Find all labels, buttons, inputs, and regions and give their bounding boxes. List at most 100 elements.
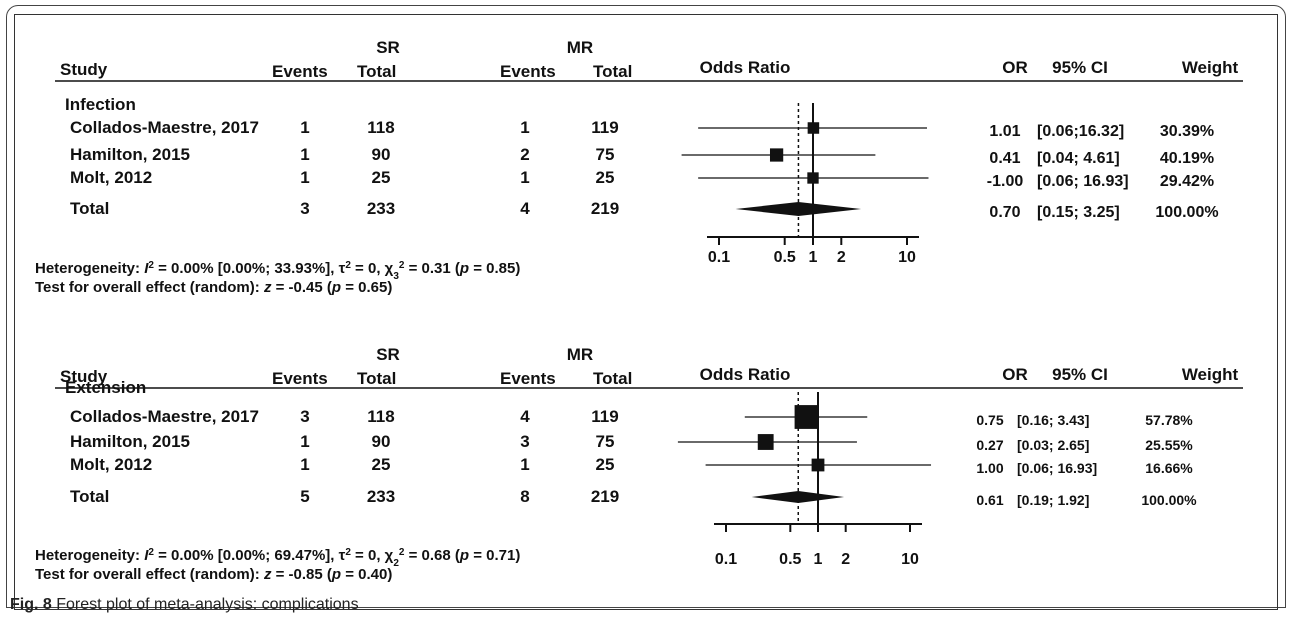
panel1-header-mr-total: Total — [593, 62, 632, 81]
panel2-total-sr-events: 5 — [300, 487, 309, 506]
panel2-study-3-name: Molt, 2012 — [70, 455, 152, 474]
panel1-header-or: OR — [1002, 58, 1028, 77]
panel2-total-label: Total — [70, 487, 109, 506]
panel1-study-2-point-box — [769, 148, 784, 162]
panel1-total-mr-events: 4 — [520, 199, 530, 218]
panel1-study-1-point-box — [807, 122, 820, 134]
panel1-tick-label-5: 10 — [898, 249, 916, 266]
panel1-tick-label-3: 1 — [809, 249, 818, 266]
panel1-header-sr-events: Events — [272, 62, 328, 81]
panel1-tick-label-4: 2 — [837, 249, 846, 266]
figure-caption: Fig. 8 Forest plot of meta-analysis: com… — [10, 596, 359, 614]
panel1-header-mr-events: Events — [500, 62, 556, 81]
panel1-total-weight-value: 100.00% — [1155, 204, 1218, 221]
panel1-study-2-ci-value: [0.04; 4.61] — [1037, 150, 1120, 167]
panel1-total-sr-events: 3 — [300, 199, 309, 218]
panel2-header-sr-total: Total — [357, 369, 396, 388]
panel1-overall-effect-text: Test for overall effect (random): z = -0… — [35, 279, 392, 296]
panel1-study-3-point-box — [807, 172, 819, 184]
panel2-tick-label-4: 2 — [841, 551, 850, 568]
panel2-study-2-weight-value: 25.55% — [1145, 437, 1193, 453]
caption-label: Fig. 8 — [10, 596, 52, 613]
panel1-total-diamond — [735, 202, 862, 216]
panel2-heterogeneity-text: Heterogeneity: I2 = 0.00% [0.00%; 69.47%… — [35, 547, 520, 569]
panel1-total-sr-total: 233 — [367, 199, 395, 218]
panel2-study-1-weight-value: 57.78% — [1145, 412, 1193, 428]
panel2-tick-label-1: 0.1 — [715, 551, 737, 568]
panel2-header-mr: MR — [567, 345, 593, 364]
panel2-study-3-sr-events: 1 — [300, 455, 309, 474]
panel2-header-odds-ratio: Odds Ratio — [700, 365, 791, 384]
panel2-study-1-point-box — [794, 405, 819, 429]
panel1-study-2-sr-events: 1 — [300, 145, 309, 164]
panel1-header-weight: Weight — [1182, 58, 1239, 77]
panel2-study-2-or-value: 0.27 — [976, 437, 1003, 453]
panel2-study-3-mr-total: 25 — [596, 455, 615, 474]
panel2-study-3-or-value: 1.00 — [976, 460, 1003, 476]
panel2-study-1-or-value: 0.75 — [976, 412, 1003, 428]
panel1-study-2-sr-total: 90 — [372, 145, 391, 164]
panel1-tick-label-1: 0.1 — [708, 249, 730, 266]
panel1-header-sr: SR — [376, 38, 400, 57]
panel1-header-study: Study — [60, 60, 108, 79]
panel2-study-2-sr-events: 1 — [300, 432, 309, 451]
panel2-header-mr-total: Total — [593, 369, 632, 388]
panel2-study-1-mr-events: 4 — [520, 407, 530, 426]
panel1-total-mr-total: 219 — [591, 199, 619, 218]
panel2-study-2-point-box — [757, 434, 774, 450]
panel2-total-diamond — [751, 491, 845, 503]
panel2-total-mr-total: 219 — [591, 487, 619, 506]
panel2-study-1-name: Collados-Maestre, 2017 — [70, 407, 259, 426]
panel2-study-3-ci-value: [0.06; 16.93] — [1017, 460, 1097, 476]
panel1-header-ci: 95% CI — [1052, 58, 1108, 77]
panel2-header-ci: 95% CI — [1052, 365, 1108, 384]
panel2-header-sr-events: Events — [272, 369, 328, 388]
panel2-study-3-sr-total: 25 — [372, 455, 391, 474]
panel1-study-2-weight-value: 40.19% — [1160, 150, 1214, 167]
panel2-total-weight-value: 100.00% — [1141, 492, 1197, 508]
panel1-total-or-value: 0.70 — [989, 204, 1020, 221]
panel2-study-1-sr-events: 3 — [300, 407, 309, 426]
panel1-study-3-name: Molt, 2012 — [70, 168, 152, 187]
panel1-study-3-sr-total: 25 — [372, 168, 391, 187]
panel1-study-3-or-value: -1.00 — [987, 173, 1024, 190]
panel2-total-mr-events: 8 — [520, 487, 529, 506]
panel2-total-or-value: 0.61 — [976, 492, 1003, 508]
panel1-header-sr-total: Total — [357, 62, 396, 81]
panel2-header-weight: Weight — [1182, 365, 1239, 384]
panel2-header-or: OR — [1002, 365, 1028, 384]
panel1-study-3-mr-total: 25 — [596, 168, 615, 187]
panel2-header-mr-events: Events — [500, 369, 556, 388]
panel2-study-3-weight-value: 16.66% — [1145, 460, 1193, 476]
forest-plot-panel: Study SR Events Total MR Events Total Odds Rati… — [14, 14, 1278, 610]
panel1-study-2-mr-total: 75 — [596, 145, 615, 164]
panel1-study-2-name: Hamilton, 2015 — [70, 145, 190, 164]
panel2-total-ci-value: [0.19; 1.92] — [1017, 492, 1089, 508]
panel2-total-sr-total: 233 — [367, 487, 395, 506]
panel2-overall-effect-text: Test for overall effect (random): z = -0… — [35, 566, 392, 583]
panel2-study-1-ci-value: [0.16; 3.43] — [1017, 412, 1089, 428]
panel1-total-ci-value: [0.15; 3.25] — [1037, 204, 1120, 221]
figure-frame — [6, 5, 1286, 608]
panel1-study-3-mr-events: 1 — [520, 168, 529, 187]
panel1-subgroup-label: Infection — [65, 95, 136, 114]
panel1-study-1-sr-events: 1 — [300, 118, 309, 137]
panel2-header-sr: SR — [376, 345, 400, 364]
panel1-study-3-sr-events: 1 — [300, 168, 309, 187]
panel1-study-2-or-value: 0.41 — [989, 150, 1020, 167]
panel1-study-1-ci-value: [0.06;16.32] — [1037, 123, 1124, 140]
panel2-study-2-sr-total: 90 — [372, 432, 391, 451]
caption-text: Forest plot of meta-analysis: complicati… — [56, 596, 359, 613]
panel1-header-odds-ratio: Odds Ratio — [700, 58, 791, 77]
panel1-study-1-weight-value: 30.39% — [1160, 123, 1214, 140]
panel1-study-3-weight-value: 29.42% — [1160, 173, 1214, 190]
panel1-study-1-name: Collados-Maestre, 2017 — [70, 118, 259, 137]
panel2-study-2-mr-events: 3 — [520, 432, 529, 451]
panel2-study-2-name: Hamilton, 2015 — [70, 432, 190, 451]
panel1-study-2-mr-events: 2 — [520, 145, 529, 164]
panel1-study-1-mr-total: 119 — [591, 118, 618, 137]
panel1-study-1-sr-total: 118 — [367, 118, 394, 137]
panel2-tick-label-5: 10 — [901, 551, 919, 568]
panel1-study-3-ci-value: [0.06; 16.93] — [1037, 173, 1129, 190]
